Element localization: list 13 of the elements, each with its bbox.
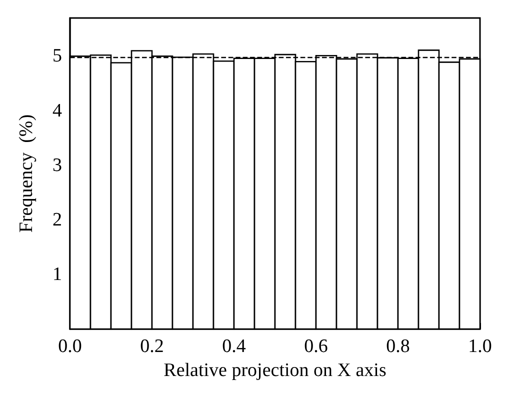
x-tick-label: 0.4 bbox=[222, 336, 246, 357]
x-tick-label: 0.2 bbox=[140, 336, 164, 357]
x-tick-label: 0.6 bbox=[304, 336, 328, 357]
y-axis-title: Frequency (%) bbox=[16, 114, 37, 233]
x-tick-label: 0.0 bbox=[58, 336, 82, 357]
x-axis-title: Relative projection on X axis bbox=[164, 360, 386, 381]
x-tick-label: 1.0 bbox=[468, 336, 492, 357]
y-tick-label: 5 bbox=[52, 46, 62, 67]
x-tick-label: 0.8 bbox=[386, 336, 410, 357]
y-tick-label: 2 bbox=[52, 209, 62, 230]
y-tick-label: 1 bbox=[52, 264, 62, 285]
y-tick-label: 4 bbox=[52, 100, 62, 122]
y-tick-label: 3 bbox=[52, 154, 62, 176]
